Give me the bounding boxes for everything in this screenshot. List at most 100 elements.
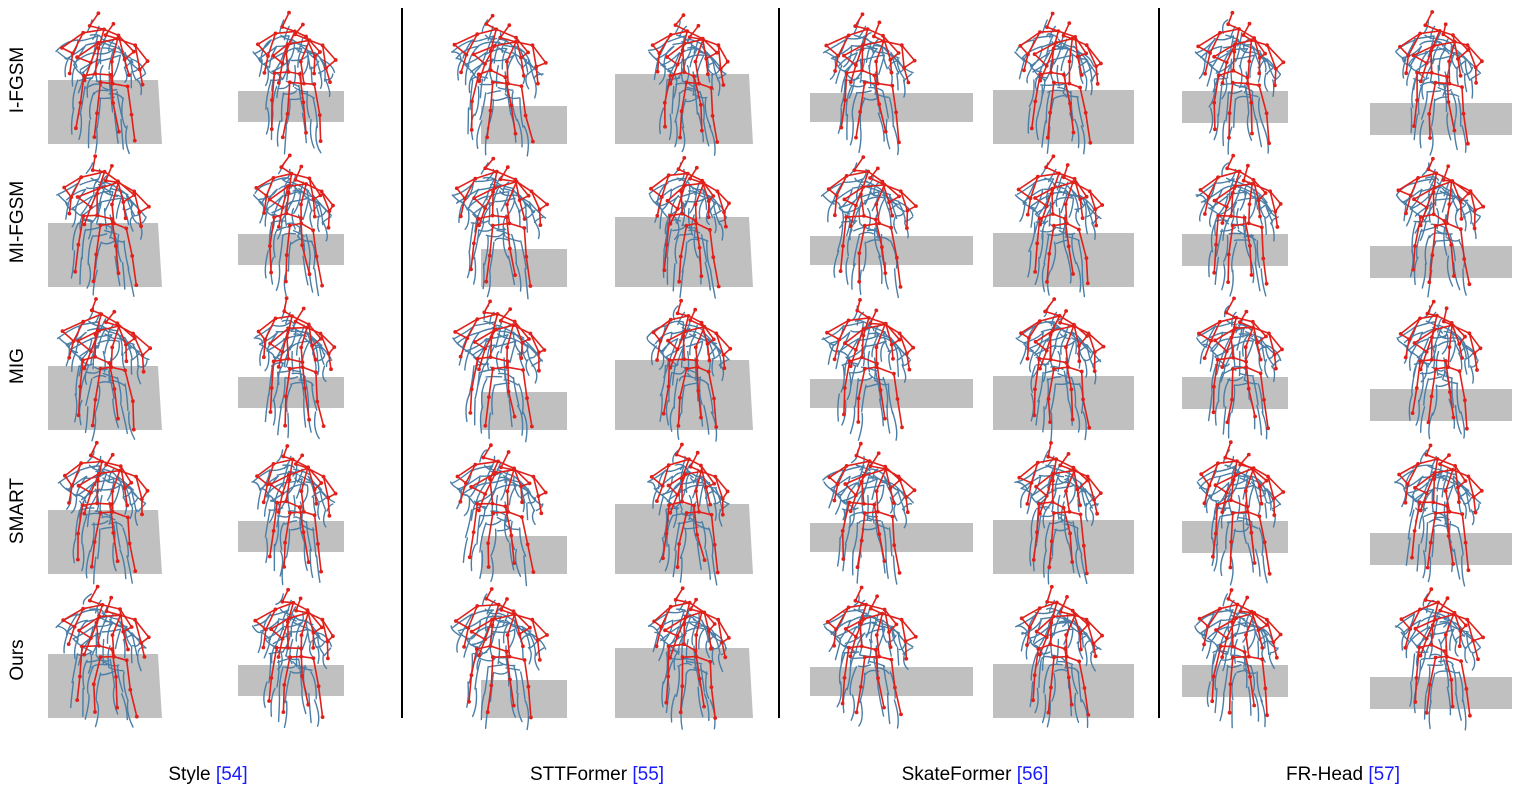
trajectory-line (282, 90, 297, 95)
skeleton-bone (855, 442, 862, 457)
skeleton-joint (80, 503, 85, 508)
skeleton-bone (478, 347, 486, 371)
skeleton-bone (888, 201, 894, 217)
skeleton-joint (1234, 473, 1238, 477)
skeleton-bone (1251, 467, 1268, 482)
trajectory-line (71, 222, 80, 251)
trajectory-line (464, 509, 473, 538)
floor-plane (1370, 246, 1512, 278)
trajectory-line (837, 393, 840, 422)
skeleton-joint (1418, 31, 1422, 36)
skeleton-bone (257, 43, 269, 57)
skeleton-joint (301, 530, 306, 535)
trajectory-line (1407, 509, 1415, 540)
trajectory-line (1231, 384, 1236, 414)
skeleton-joint (311, 228, 315, 233)
skeleton-joint (506, 81, 510, 86)
trajectory-line (1030, 365, 1036, 393)
skeleton-joint (668, 365, 673, 370)
skeleton-joint (877, 221, 881, 226)
skeleton-joint (1072, 468, 1077, 473)
skeleton-bone (1265, 112, 1270, 145)
skeleton-bone (325, 67, 331, 83)
skeleton-joint (545, 202, 549, 207)
trajectory-line (1221, 263, 1226, 291)
skeleton-bone (313, 83, 321, 116)
skeleton-bone (113, 655, 128, 662)
skeleton-joint (125, 503, 130, 508)
skeleton-bone (68, 52, 74, 75)
trajectory-line (1208, 482, 1230, 497)
skeleton-bone (1065, 469, 1076, 492)
skeleton-bone (312, 229, 318, 258)
skeleton-bone (262, 483, 269, 504)
trajectory-line (263, 639, 271, 659)
skeleton-joint (310, 343, 314, 348)
skeleton-bone (1434, 366, 1449, 370)
trajectory-line (658, 107, 665, 135)
trajectory-line (854, 378, 859, 408)
trajectory-line (473, 256, 477, 285)
skeleton-bone (112, 102, 120, 133)
trajectory-line (858, 376, 873, 382)
skeleton-bone (269, 342, 284, 353)
skeleton-joint (472, 241, 476, 246)
skeleton-bone (1459, 200, 1463, 220)
skeleton-bone (665, 215, 671, 246)
skeleton-bone (1452, 468, 1470, 478)
skeleton-joint (301, 22, 305, 27)
skeleton-bone (1087, 332, 1105, 348)
trajectory-line (533, 79, 537, 99)
skeleton-joint (283, 423, 287, 428)
skeleton-bone (862, 40, 885, 46)
skeleton-joint (513, 273, 517, 277)
skeleton-joint (1249, 273, 1254, 277)
trajectory-line (1431, 510, 1445, 517)
skeleton-joint (682, 41, 687, 46)
skeleton-panel (1370, 443, 1512, 587)
skeleton-bone (1226, 154, 1234, 170)
trajectory-line (1220, 550, 1226, 577)
skeleton-bone (1227, 253, 1230, 283)
skeleton-joint (81, 214, 86, 218)
skeleton-bone (853, 156, 865, 172)
trajectory-line (108, 330, 126, 339)
skeleton-bone (1044, 298, 1055, 313)
trajectory-line (1070, 90, 1074, 122)
skeleton-bone (658, 33, 672, 55)
trajectory-line (1058, 190, 1073, 198)
skeleton-bone (281, 11, 290, 28)
skeleton-bone (81, 502, 98, 507)
trajectory-line (881, 520, 887, 552)
skeleton-joint (1412, 529, 1417, 533)
trajectory-line (503, 379, 519, 386)
skeleton-panel (615, 13, 753, 156)
skeleton-bone (843, 186, 865, 201)
trajectory-line (1239, 191, 1248, 211)
skeleton-bone (1230, 479, 1235, 501)
skeleton-joint (262, 355, 266, 360)
trajectory-line (75, 365, 80, 396)
skeleton-joint (839, 125, 844, 130)
skeleton-joint (677, 279, 682, 284)
skeleton-bone (1462, 112, 1469, 145)
skeleton-bone (496, 313, 516, 323)
skeleton-joint (1411, 267, 1416, 272)
skeleton-bone (494, 180, 518, 189)
skeleton-joint (465, 336, 470, 341)
skeleton-bone (656, 196, 663, 217)
trajectory-line (1416, 543, 1420, 572)
trajectory-line (254, 182, 273, 194)
skeleton-bone (105, 610, 122, 617)
skeleton-bone (668, 500, 683, 507)
skeleton-joint (281, 454, 286, 459)
trajectory-line (1260, 268, 1267, 297)
trajectory-line (705, 496, 711, 515)
skeleton-joint (506, 510, 510, 514)
skeleton-joint (862, 367, 867, 371)
trajectory-line (681, 40, 693, 45)
trajectory-line (1264, 502, 1268, 519)
skeleton-bone (703, 325, 718, 335)
skeleton-joint (1095, 82, 1100, 86)
skeleton-joint (1227, 111, 1232, 116)
